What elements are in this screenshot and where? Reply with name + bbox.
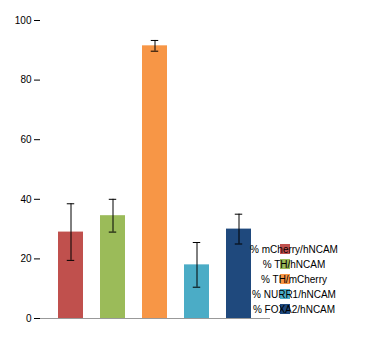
svg-text:% NURR1/hNCAM: % NURR1/hNCAM (252, 289, 336, 300)
svg-text:% TH/mCherry: % TH/mCherry (261, 274, 327, 285)
svg-text:100: 100 (15, 15, 32, 26)
svg-text:% mCherry/hNCAM: % mCherry/hNCAM (250, 244, 338, 255)
svg-text:60: 60 (20, 134, 32, 145)
svg-text:% FOXA2/hNCAM: % FOXA2/hNCAM (253, 304, 335, 315)
svg-text:% TH/hNCAM: % TH/hNCAM (263, 259, 326, 270)
svg-text:20: 20 (20, 253, 32, 264)
svg-text:80: 80 (20, 74, 32, 85)
svg-text:0: 0 (26, 313, 32, 324)
svg-text:40: 40 (20, 194, 32, 205)
